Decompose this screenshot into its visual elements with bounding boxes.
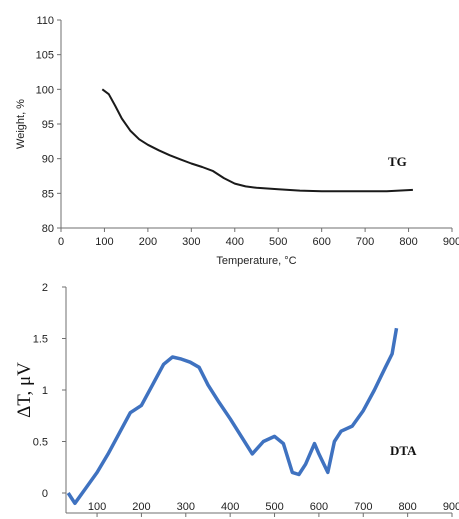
tg-y-tick-label: 100 (36, 84, 54, 96)
tg-x-tick-label: 300 (182, 236, 200, 248)
dta-y-tick-label: 0.5 (33, 437, 48, 449)
dta-series-label: DTA (390, 443, 417, 458)
tg-x-axis-label: Temperature, °C (216, 255, 296, 267)
tg-x-tick-label: 500 (269, 236, 287, 248)
dta-y-tick-label: 1.5 (33, 334, 48, 346)
tg-x-tick-label: 400 (226, 236, 244, 248)
tg-series-line (101, 88, 413, 193)
tg-x-tick-label: 0 (58, 236, 64, 248)
dta-chart: 0 0.5 1 1.5 2 100 200 300 400 500 600 700 800 900 ΔT, … (14, 282, 459, 517)
dta-x-tick-label: 400 (221, 501, 239, 513)
dta-y-tick-label: 1 (42, 385, 48, 397)
dta-x-tick-label: 200 (132, 501, 150, 513)
dta-series-line (66, 327, 399, 506)
dta-y-tick-label: 0 (42, 488, 48, 500)
tg-y-tick-label: 110 (36, 15, 54, 27)
dta-y-axis-label: ΔT, μV (14, 362, 35, 418)
tg-y-axis-label: Weight, % (15, 99, 27, 149)
dta-x-tick-label: 700 (354, 501, 372, 513)
tg-x-tick-label: 200 (139, 236, 157, 248)
dta-y-tick-label: 2 (42, 282, 48, 294)
tg-x-tick-label: 700 (356, 236, 374, 248)
dta-x-tick-label: 500 (265, 501, 283, 513)
tg-y-tick-label: 95 (42, 119, 54, 131)
tg-x-tick-label: 900 (443, 236, 459, 248)
tg-y-tick-label: 90 (42, 154, 54, 166)
tg-x-tick-label: 600 (312, 236, 330, 248)
dta-x-tick-label: 900 (443, 501, 459, 513)
tg-chart: 80 85 90 95 100 105 110 0 100 200 300 400 500 600 700 8… (15, 15, 459, 267)
tg-x-tick-label: 100 (95, 236, 113, 248)
tg-x-tick-label: 800 (399, 236, 417, 248)
tg-y-tick-label: 105 (36, 50, 54, 62)
dta-x-tick-label: 800 (398, 501, 416, 513)
tg-series-label: TG (388, 154, 407, 169)
tg-y-tick-label: 85 (42, 188, 54, 200)
dta-x-tick-label: 300 (177, 501, 195, 513)
tg-y-tick-label: 80 (42, 223, 54, 235)
dta-x-tick-label: 600 (310, 501, 328, 513)
dta-x-tick-label: 100 (88, 501, 106, 513)
